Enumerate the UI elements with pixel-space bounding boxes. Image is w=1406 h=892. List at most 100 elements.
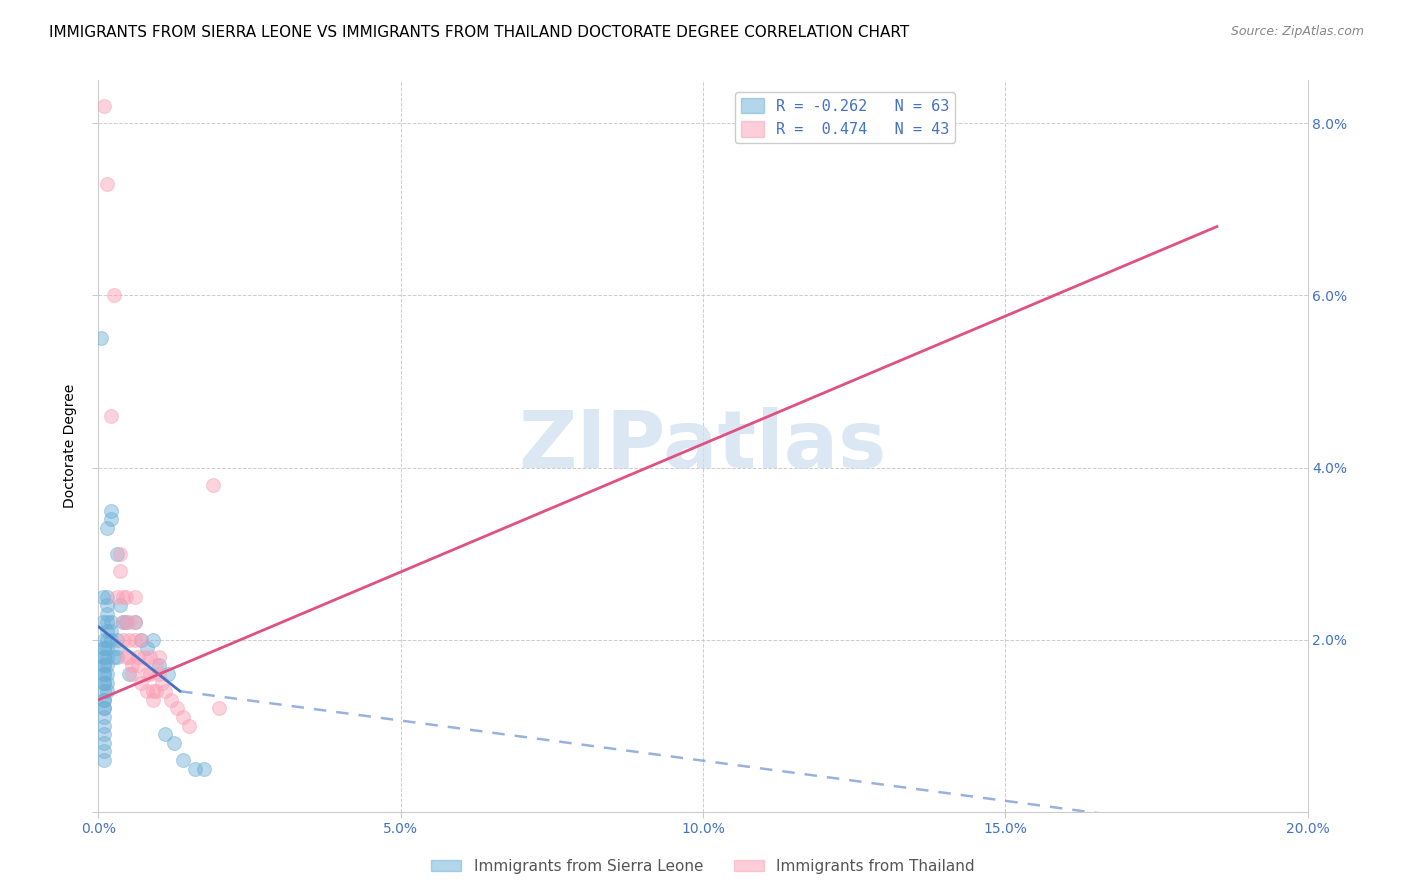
- Point: [145, 658, 167, 673]
- Point: [142, 632, 165, 647]
- Point: [105, 649, 128, 664]
- Point: [111, 615, 134, 630]
- Point: [111, 632, 134, 647]
- Point: [193, 762, 215, 776]
- Point: [108, 598, 131, 612]
- Point: [114, 615, 136, 630]
- Point: [93, 649, 115, 664]
- Legend: R = -0.262   N = 63, R =  0.474   N = 43: R = -0.262 N = 63, R = 0.474 N = 43: [734, 92, 955, 144]
- Point: [114, 590, 136, 604]
- Point: [184, 762, 207, 776]
- Point: [91, 590, 114, 604]
- Point: [93, 632, 115, 647]
- Point: [96, 177, 118, 191]
- Point: [96, 615, 118, 630]
- Point: [93, 701, 115, 715]
- Point: [100, 503, 122, 517]
- Point: [124, 590, 146, 604]
- Point: [150, 675, 173, 690]
- Point: [111, 615, 134, 630]
- Y-axis label: Doctorate Degree: Doctorate Degree: [63, 384, 77, 508]
- Point: [124, 615, 146, 630]
- Point: [118, 632, 141, 647]
- Text: IMMIGRANTS FROM SIERRA LEONE VS IMMIGRANTS FROM THAILAND DOCTORATE DEGREE CORREL: IMMIGRANTS FROM SIERRA LEONE VS IMMIGRAN…: [49, 25, 910, 40]
- Point: [100, 615, 122, 630]
- Point: [139, 667, 162, 681]
- Point: [139, 649, 162, 664]
- Point: [93, 658, 115, 673]
- Point: [145, 684, 167, 698]
- Point: [135, 684, 157, 698]
- Point: [96, 675, 118, 690]
- Point: [96, 649, 118, 664]
- Point: [93, 667, 115, 681]
- Point: [153, 727, 176, 741]
- Point: [93, 667, 115, 681]
- Point: [208, 701, 231, 715]
- Point: [142, 684, 165, 698]
- Point: [96, 658, 118, 673]
- Point: [93, 641, 115, 656]
- Point: [127, 658, 149, 673]
- Point: [105, 547, 128, 561]
- Point: [93, 675, 115, 690]
- Point: [121, 658, 143, 673]
- Point: [105, 590, 128, 604]
- Point: [96, 667, 118, 681]
- Point: [132, 649, 155, 664]
- Point: [148, 667, 170, 681]
- Point: [93, 710, 115, 724]
- Point: [93, 641, 115, 656]
- Point: [93, 701, 115, 715]
- Point: [121, 667, 143, 681]
- Point: [114, 649, 136, 664]
- Point: [105, 632, 128, 647]
- Point: [93, 693, 115, 707]
- Point: [103, 649, 125, 664]
- Point: [163, 736, 186, 750]
- Point: [91, 615, 114, 630]
- Point: [100, 409, 122, 423]
- Point: [93, 719, 115, 733]
- Text: Source: ZipAtlas.com: Source: ZipAtlas.com: [1230, 25, 1364, 38]
- Point: [93, 675, 115, 690]
- Point: [127, 649, 149, 664]
- Point: [93, 658, 115, 673]
- Point: [93, 753, 115, 767]
- Point: [118, 649, 141, 664]
- Point: [108, 564, 131, 578]
- Point: [105, 641, 128, 656]
- Point: [156, 667, 179, 681]
- Text: ZIPatlas: ZIPatlas: [519, 407, 887, 485]
- Point: [111, 590, 134, 604]
- Point: [93, 693, 115, 707]
- Point: [96, 521, 118, 535]
- Point: [148, 658, 170, 673]
- Point: [129, 675, 152, 690]
- Point: [135, 641, 157, 656]
- Point: [96, 607, 118, 621]
- Point: [96, 598, 118, 612]
- Point: [90, 331, 112, 345]
- Point: [118, 615, 141, 630]
- Point: [93, 649, 115, 664]
- Point: [96, 632, 118, 647]
- Point: [96, 684, 118, 698]
- Legend: Immigrants from Sierra Leone, Immigrants from Thailand: Immigrants from Sierra Leone, Immigrants…: [425, 853, 981, 880]
- Point: [172, 710, 194, 724]
- Point: [129, 632, 152, 647]
- Point: [103, 288, 125, 302]
- Point: [124, 632, 146, 647]
- Point: [172, 753, 194, 767]
- Point: [96, 590, 118, 604]
- Point: [100, 512, 122, 526]
- Point: [118, 667, 141, 681]
- Point: [135, 667, 157, 681]
- Point: [108, 547, 131, 561]
- Point: [142, 693, 165, 707]
- Point: [166, 701, 188, 715]
- Point: [96, 624, 118, 638]
- Point: [96, 641, 118, 656]
- Point: [100, 632, 122, 647]
- Point: [160, 693, 183, 707]
